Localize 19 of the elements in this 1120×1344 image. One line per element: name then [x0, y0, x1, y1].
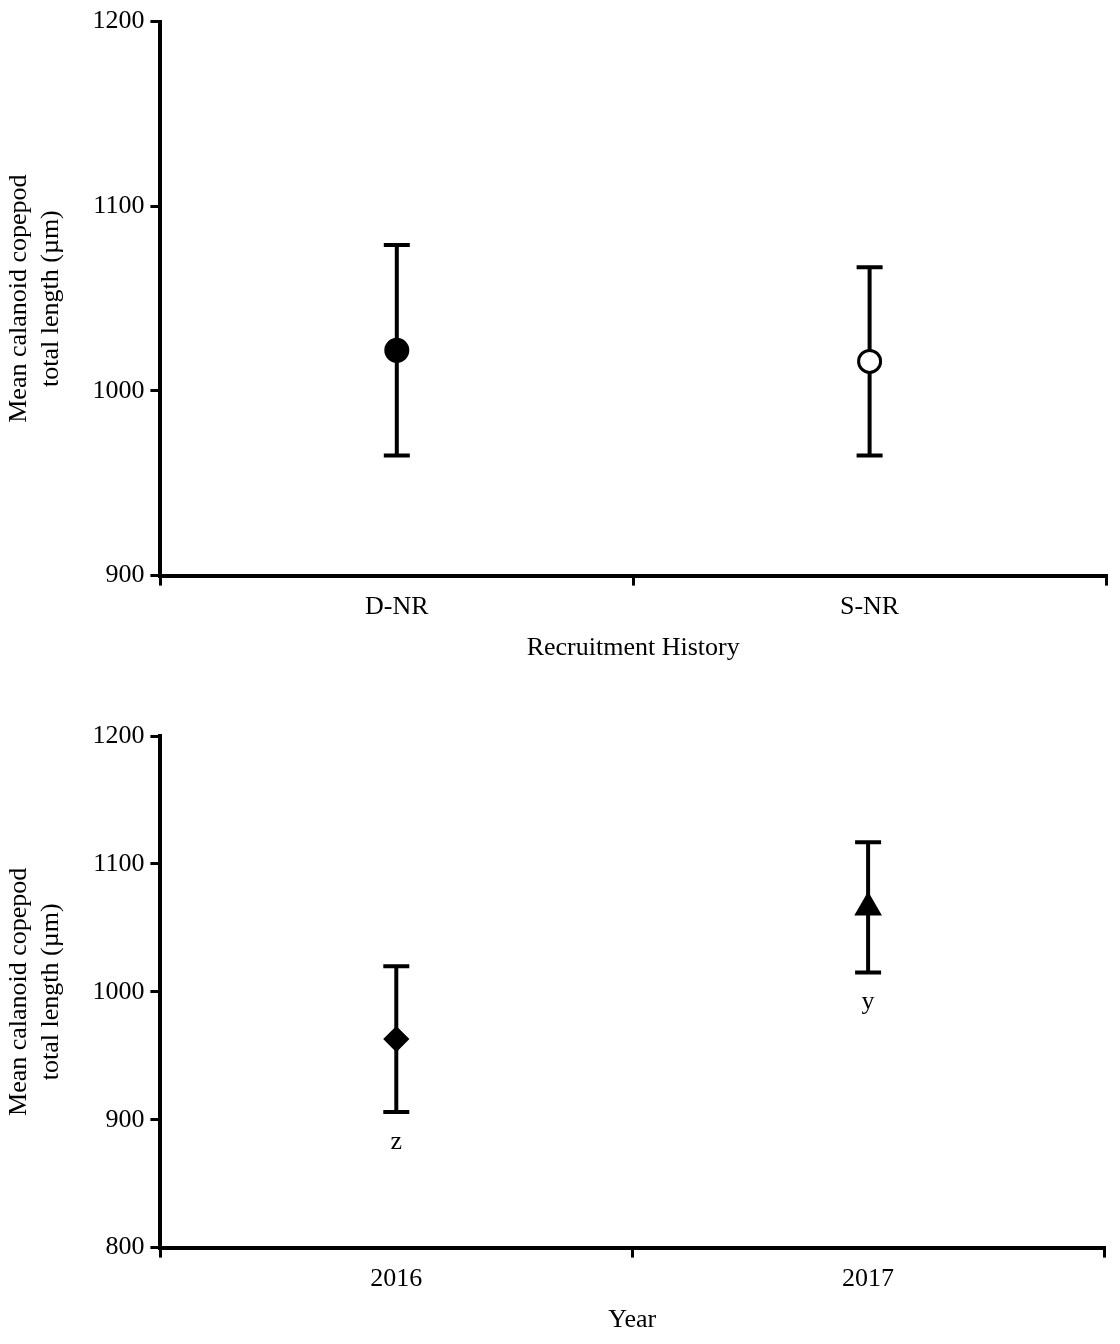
y-tick-label: 1000 [92, 975, 145, 1005]
y-tick-label: 800 [105, 1231, 145, 1261]
y-axis-title: Mean calanoid copepod total length (µm) [3, 867, 64, 1116]
y-tick-label: 1200 [92, 5, 145, 35]
x-axis-title: Year [608, 1304, 657, 1334]
annotation: z [390, 1125, 403, 1155]
y-tick-label: 1100 [93, 190, 145, 220]
x-tick-label: 2017 [842, 1263, 895, 1293]
y-tick-label: 1200 [92, 719, 145, 749]
y-tick-label: 1100 [93, 847, 145, 877]
x-axis-title: Recruitment History [526, 632, 740, 662]
y-tick-label: 1000 [92, 374, 145, 404]
y-tick-label: 900 [105, 1103, 145, 1133]
y-axis-title: Mean calanoid copepod total length (µm) [3, 174, 64, 423]
y-tick-label: 900 [105, 559, 145, 589]
x-tick-label: D-NR [365, 591, 430, 621]
x-tick-label: S-NR [839, 591, 900, 621]
x-tick-label: 2016 [370, 1263, 423, 1293]
annotation: y [861, 986, 875, 1016]
